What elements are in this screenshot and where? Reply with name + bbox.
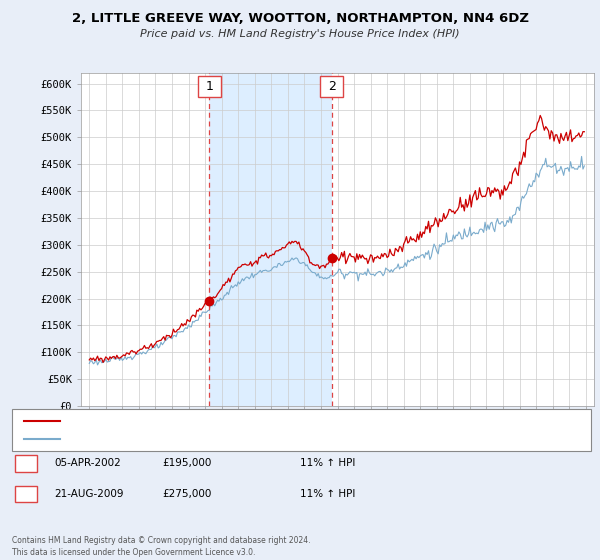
Text: Contains HM Land Registry data © Crown copyright and database right 2024.
This d: Contains HM Land Registry data © Crown c… [12, 536, 311, 557]
Text: 05-APR-2002: 05-APR-2002 [54, 458, 121, 468]
Text: 11% ↑ HPI: 11% ↑ HPI [300, 458, 355, 468]
Text: 1: 1 [22, 458, 29, 468]
Bar [209, 73, 332, 406]
Text: 2: 2 [22, 489, 29, 499]
Text: Price paid vs. HM Land Registry's House Price Index (HPI): Price paid vs. HM Land Registry's House … [140, 29, 460, 39]
Text: 2, LITTLE GREEVE WAY, WOOTTON, NORTHAMPTON, NN4 6DZ (detached house): 2, LITTLE GREEVE WAY, WOOTTON, NORTHAMPT… [69, 416, 447, 425]
Text: 2: 2 [328, 80, 335, 93]
Text: HPI: Average price, detached house, West Northamptonshire: HPI: Average price, detached house, West… [69, 435, 358, 444]
Text: 1: 1 [205, 80, 213, 93]
Text: 21-AUG-2009: 21-AUG-2009 [54, 489, 124, 499]
Text: £195,000: £195,000 [162, 458, 211, 468]
Text: 2, LITTLE GREEVE WAY, WOOTTON, NORTHAMPTON, NN4 6DZ: 2, LITTLE GREEVE WAY, WOOTTON, NORTHAMPT… [71, 12, 529, 25]
Text: £275,000: £275,000 [162, 489, 211, 499]
Text: 11% ↑ HPI: 11% ↑ HPI [300, 489, 355, 499]
